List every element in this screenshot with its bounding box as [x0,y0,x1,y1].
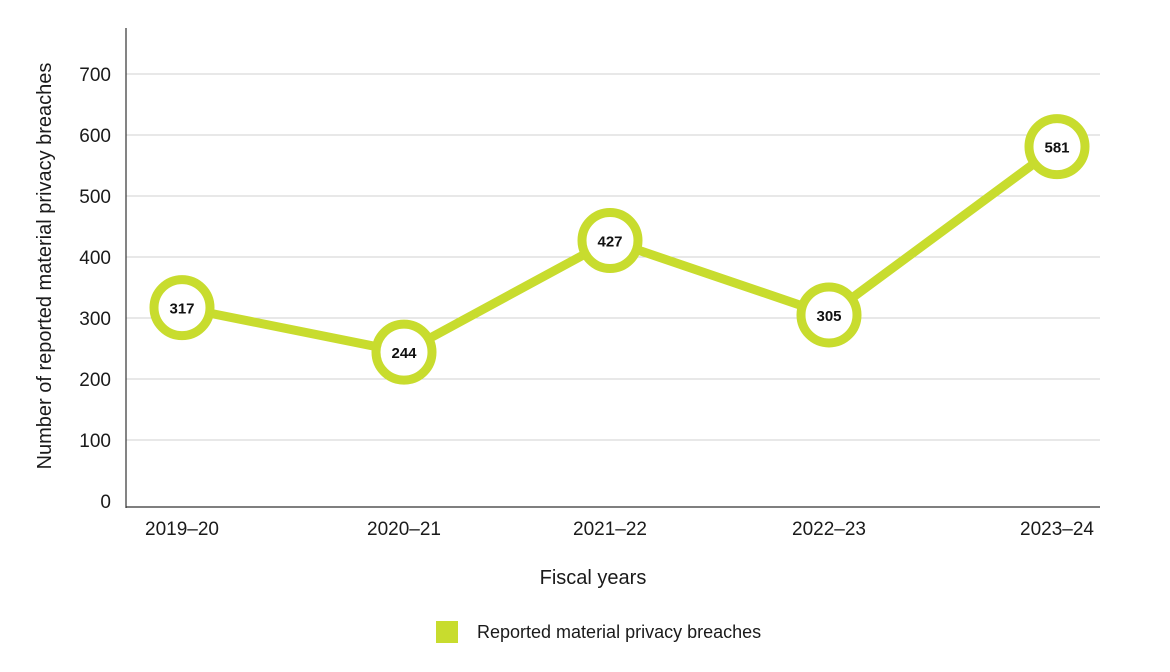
x-tick-label: 2020–21 [367,519,441,540]
data-point [149,275,215,341]
data-label: 427 [597,234,622,251]
y-tick-label: 300 [79,309,111,330]
y-tick-label: 400 [79,248,111,269]
y-tick-label: 0 [100,492,111,513]
grid-lines [126,73,1100,441]
x-tick-label: 2022–23 [792,519,866,540]
y-tick-label: 600 [79,126,111,147]
data-points: 317 244 427 305 581 [149,114,1090,385]
data-point [1024,114,1090,180]
y-tick-labels: 0 100 200 300 400 500 600 700 [79,65,111,513]
y-tick-label: 700 [79,65,111,86]
y-tick-label: 100 [79,431,111,452]
y-axis-title: Number of reported material privacy brea… [34,63,56,470]
axes [125,28,1100,508]
x-axis-title: Fiscal years [540,567,647,589]
legend-label: Reported material privacy breaches [477,622,761,642]
y-tick-label: 500 [79,187,111,208]
data-point [577,208,643,274]
legend-swatch [436,621,458,643]
data-label: 581 [1044,140,1069,157]
x-tick-label: 2019–20 [145,519,219,540]
x-tick-labels: 2019–20 2020–21 2021–22 2022–23 2023–24 [145,519,1094,540]
x-tick-label: 2023–24 [1020,519,1094,540]
legend: Reported material privacy breaches [436,621,761,643]
data-point [371,319,437,385]
data-label: 305 [816,308,841,325]
x-tick-label: 2021–22 [573,519,647,540]
y-tick-label: 200 [79,370,111,391]
data-label: 317 [169,301,194,318]
data-point [796,282,862,348]
data-label: 244 [391,345,417,362]
